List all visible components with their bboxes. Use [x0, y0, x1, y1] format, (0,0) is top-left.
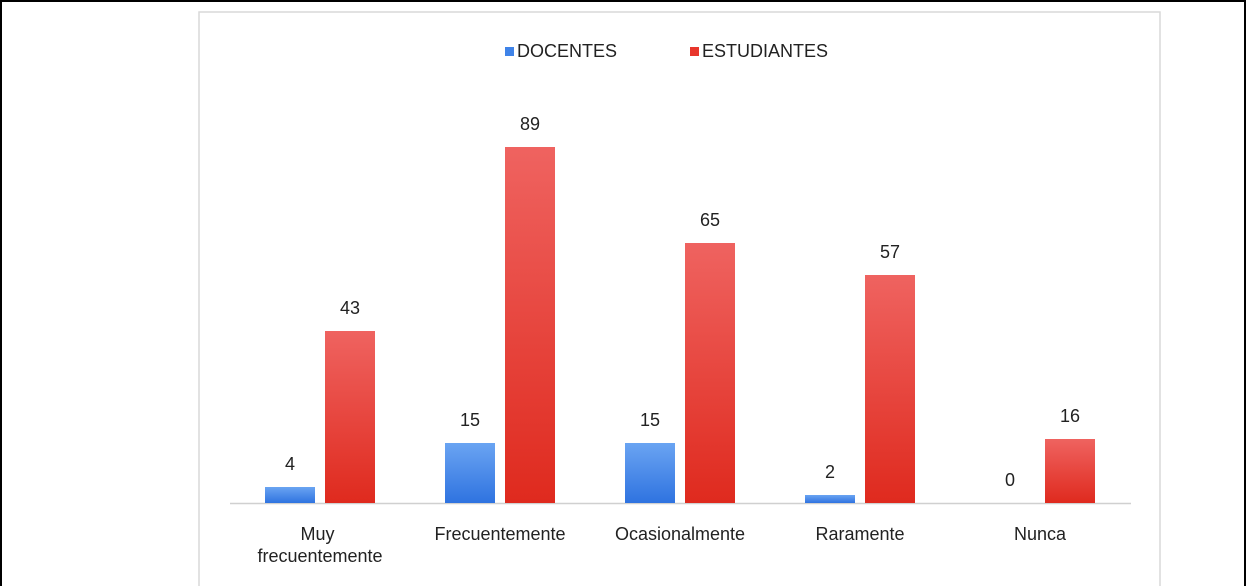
chart-border	[198, 11, 1161, 586]
data-label: 15	[640, 410, 660, 430]
bar	[265, 487, 315, 503]
legend-label: ESTUDIANTES	[702, 41, 828, 61]
bar	[625, 443, 675, 503]
data-label: 16	[1060, 406, 1080, 426]
bar	[865, 275, 915, 503]
x-tick-label: Muy frecuentemente	[257, 524, 382, 566]
data-label: 57	[880, 242, 900, 262]
bar	[805, 495, 855, 503]
bar	[445, 443, 495, 503]
bar	[325, 331, 375, 503]
data-label: 43	[340, 298, 360, 318]
bar	[1045, 439, 1095, 503]
data-label: 15	[460, 410, 480, 430]
x-tick-label: Raramente	[815, 524, 904, 544]
data-label: 2	[825, 462, 835, 482]
legend-swatch	[505, 47, 514, 56]
bar	[685, 243, 735, 503]
bar	[505, 147, 555, 503]
data-label: 65	[700, 210, 720, 230]
x-tick-label: Nunca	[1014, 524, 1067, 544]
data-label: 89	[520, 114, 540, 134]
legend-swatch	[690, 47, 699, 56]
data-label: 0	[1005, 470, 1015, 490]
x-tick-label: Frecuentemente	[434, 524, 565, 544]
data-label: 4	[285, 454, 295, 474]
legend-label: DOCENTES	[517, 41, 617, 61]
x-tick-label: Ocasionalmente	[615, 524, 745, 544]
